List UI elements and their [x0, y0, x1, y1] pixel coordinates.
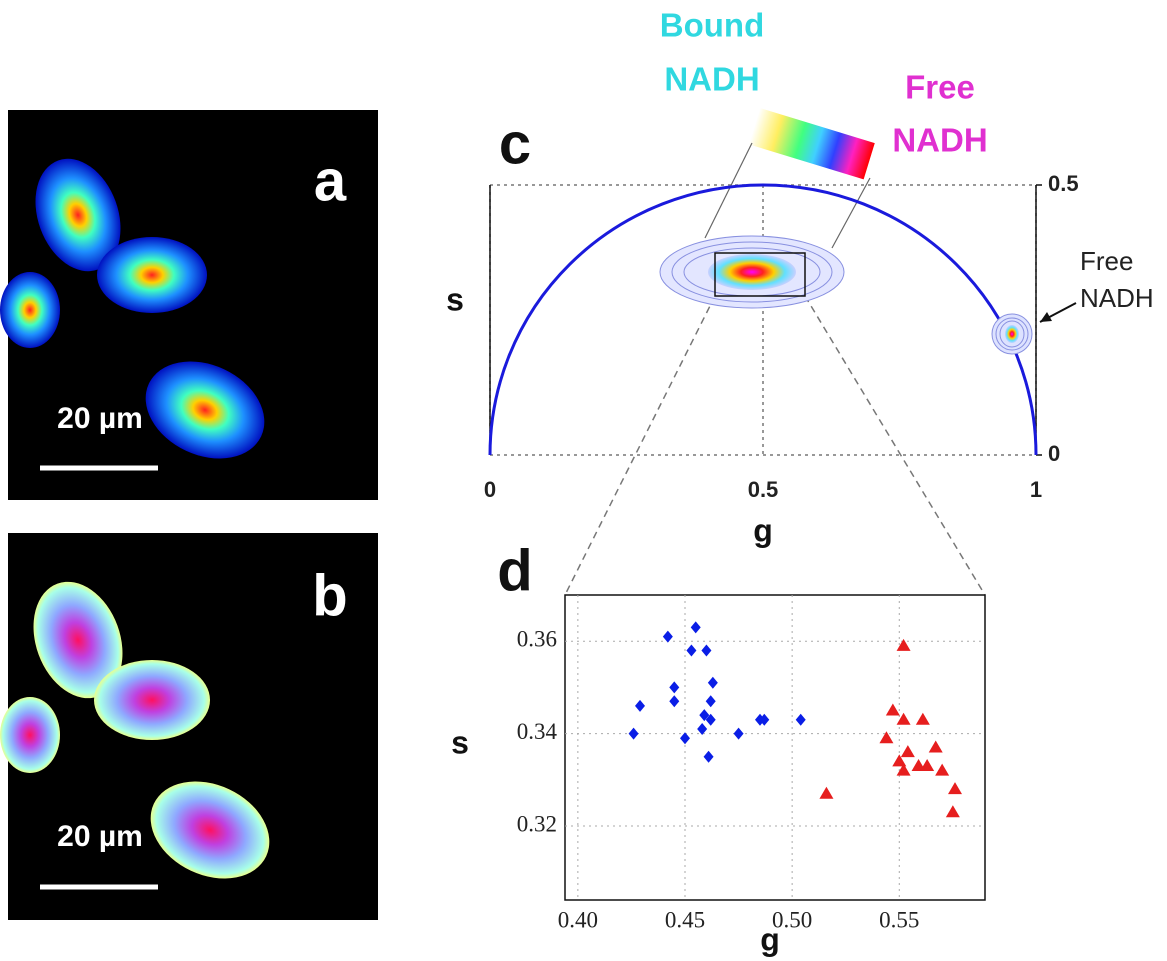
point	[680, 732, 690, 745]
point	[892, 754, 907, 767]
point	[703, 750, 714, 763]
cells-b	[0, 581, 270, 879]
point	[690, 621, 701, 634]
point	[705, 713, 716, 726]
point	[896, 712, 911, 725]
panel-label: d	[497, 538, 532, 603]
arrow-head	[1040, 312, 1052, 322]
point	[935, 763, 950, 776]
point	[669, 695, 680, 708]
point	[896, 638, 911, 651]
zoom-box	[714, 252, 806, 297]
point	[896, 763, 911, 776]
y-axis-label: s	[446, 281, 464, 317]
bound-label: Bound	[660, 7, 764, 44]
scale-label: 20 µm	[57, 820, 143, 853]
x-tick-label: 0	[484, 477, 496, 502]
plot-frame	[564, 594, 986, 901]
y-axis-label: s	[451, 724, 469, 760]
zoom-line	[804, 295, 986, 596]
point	[948, 782, 962, 795]
annotation: NADH	[1080, 283, 1154, 313]
cluster-contour	[995, 317, 1029, 351]
scale-label: 20 µm	[57, 402, 143, 435]
panel-label: c	[499, 111, 531, 176]
point	[759, 713, 770, 726]
point	[697, 723, 708, 736]
point	[669, 681, 680, 694]
point	[795, 713, 806, 726]
free-label: Free	[905, 69, 975, 106]
x-tick-label: 0.5	[748, 477, 779, 502]
zoom-line	[564, 295, 716, 596]
connector	[831, 177, 871, 249]
colorbar	[748, 108, 875, 180]
x-tick-label: 0.50	[772, 907, 812, 932]
cluster-contour	[671, 241, 833, 303]
cluster	[708, 254, 796, 290]
point	[733, 727, 744, 740]
point	[705, 695, 716, 708]
annotation: Free	[1080, 246, 1133, 276]
y-tick-label: 0.36	[517, 626, 557, 651]
point	[662, 630, 673, 643]
cluster	[1005, 325, 1019, 343]
y-tick-label: 0.5	[1048, 171, 1079, 196]
point	[915, 712, 930, 725]
point	[699, 709, 710, 722]
y-tick-label: 0.32	[517, 811, 557, 836]
point	[879, 731, 894, 744]
x-axis-label: g	[760, 921, 780, 957]
panel-label: a	[314, 148, 347, 213]
point	[900, 745, 915, 758]
y-tick-label: 0	[1048, 441, 1060, 466]
point	[635, 699, 645, 712]
x-tick-label: 0.45	[665, 907, 705, 932]
x-axis-label: g	[753, 512, 773, 548]
point	[928, 740, 943, 753]
panel-label: b	[312, 563, 347, 628]
x-tick-label: 0.40	[558, 907, 598, 932]
x-tick-label: 0.55	[879, 907, 919, 932]
point	[920, 758, 935, 771]
point	[945, 805, 960, 818]
point	[885, 703, 900, 716]
point	[707, 676, 718, 689]
x-tick-label: 1	[1030, 477, 1042, 502]
connector	[704, 142, 753, 239]
point	[628, 727, 639, 740]
y-tick-label: 0.34	[517, 719, 558, 744]
point	[701, 644, 712, 657]
point	[819, 786, 834, 799]
point	[686, 644, 697, 657]
free-label: NADH	[892, 122, 987, 159]
cells-a	[0, 158, 265, 459]
cluster-contour	[999, 320, 1025, 348]
bound-label: NADH	[664, 61, 759, 98]
